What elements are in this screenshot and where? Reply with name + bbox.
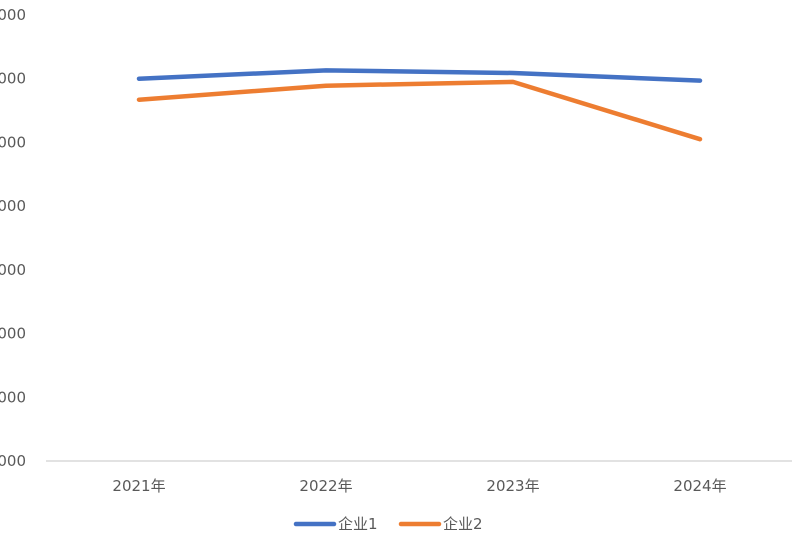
y-tick-label: 000 xyxy=(0,133,26,151)
series-line-1 xyxy=(136,68,703,83)
legend: 企业1 企业2 xyxy=(293,515,483,533)
x-tick-label: 2021年 xyxy=(112,477,165,495)
y-tick-label: 000 xyxy=(0,261,26,279)
legend-label: 企业2 xyxy=(443,515,483,533)
y-tick-label: 000 xyxy=(0,452,26,470)
x-tick-label: 2024年 xyxy=(673,477,726,495)
x-tick-label: 2022年 xyxy=(299,477,352,495)
series-line-2 xyxy=(136,79,703,142)
x-axis-tick-labels: 2021年 2022年 2023年 2024年 xyxy=(112,477,726,495)
y-tick-label: 000 xyxy=(0,388,26,406)
series-lines xyxy=(136,68,703,142)
y-tick-label: 000 xyxy=(0,197,26,215)
x-tick-label: 2023年 xyxy=(486,477,539,495)
legend-label: 企业1 xyxy=(338,515,378,533)
y-tick-label: 000 xyxy=(0,70,26,88)
y-axis-tick-labels: 000 000 000 000 000 000 000 000 xyxy=(0,6,26,470)
y-tick-label: 000 xyxy=(0,6,26,24)
y-tick-label: 000 xyxy=(0,325,26,343)
